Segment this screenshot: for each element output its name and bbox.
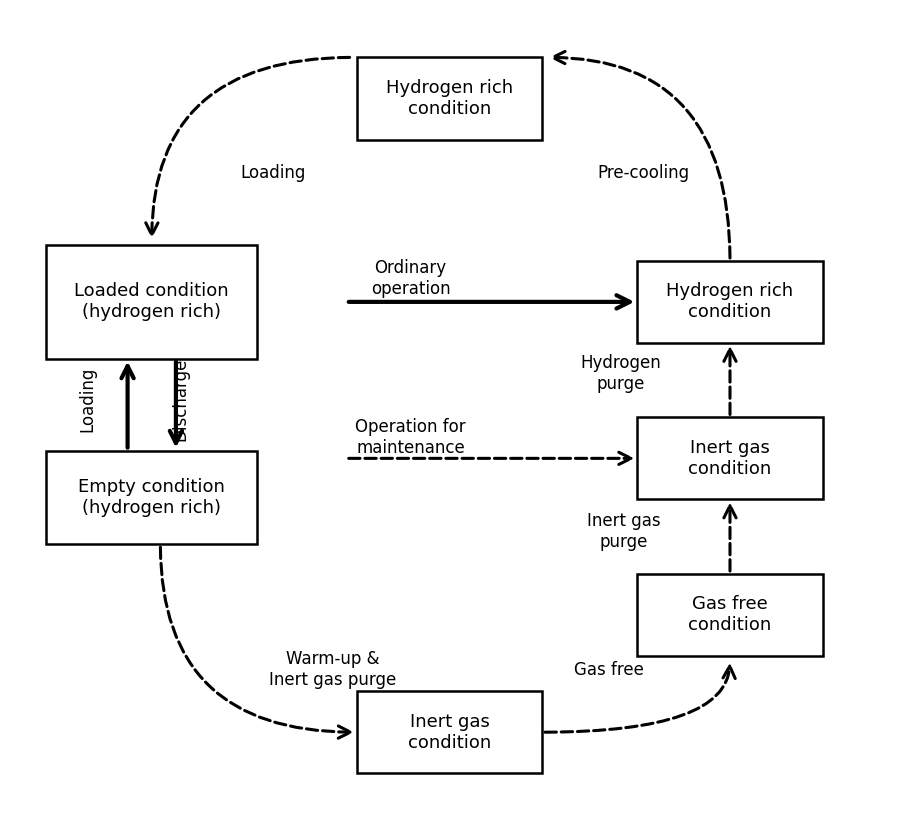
Text: Hydrogen
purge: Hydrogen purge [580,355,661,394]
Text: Hydrogen rich
condition: Hydrogen rich condition [386,79,513,118]
Text: Empty condition
(hydrogen rich): Empty condition (hydrogen rich) [78,478,225,517]
Text: Loaded condition
(hydrogen rich): Loaded condition (hydrogen rich) [75,283,229,321]
Text: Gas free: Gas free [574,661,644,679]
FancyBboxPatch shape [46,245,257,359]
FancyArrowPatch shape [146,57,350,235]
Text: Hydrogen rich
condition: Hydrogen rich condition [666,283,794,321]
FancyBboxPatch shape [46,451,257,544]
Text: Discharge: Discharge [171,358,189,442]
FancyBboxPatch shape [357,57,542,139]
FancyBboxPatch shape [637,417,823,500]
FancyBboxPatch shape [357,691,542,773]
Text: Operation for
maintenance: Operation for maintenance [355,418,466,456]
Text: Pre-cooling: Pre-cooling [598,164,690,182]
FancyBboxPatch shape [637,261,823,343]
Text: Ordinary
operation: Ordinary operation [371,259,450,297]
FancyBboxPatch shape [637,574,823,656]
Text: Gas free
condition: Gas free condition [689,596,771,634]
Text: Inert gas
condition: Inert gas condition [689,439,771,478]
Text: Inert gas
purge: Inert gas purge [587,512,661,550]
FancyArrowPatch shape [545,666,735,732]
Text: Warm-up &
Inert gas purge: Warm-up & Inert gas purge [270,650,396,689]
Text: Loading: Loading [78,367,96,433]
Text: Inert gas
condition: Inert gas condition [408,713,491,751]
FancyArrowPatch shape [160,547,351,738]
FancyArrowPatch shape [553,51,730,258]
Text: Loading: Loading [240,164,306,182]
